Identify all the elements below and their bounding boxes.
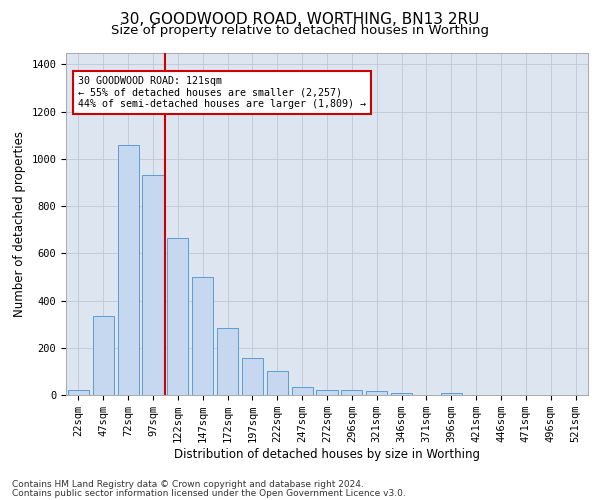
Bar [341, 390, 362, 395]
Text: 30, GOODWOOD ROAD, WORTHING, BN13 2RU: 30, GOODWOOD ROAD, WORTHING, BN13 2RU [121, 12, 479, 28]
Bar [68, 390, 89, 395]
Text: 30 GOODWOOD ROAD: 121sqm
← 55% of detached houses are smaller (2,257)
44% of sem: 30 GOODWOOD ROAD: 121sqm ← 55% of detach… [79, 76, 367, 110]
Bar [93, 316, 114, 395]
Y-axis label: Number of detached properties: Number of detached properties [13, 130, 26, 317]
Text: Contains public sector information licensed under the Open Government Licence v3: Contains public sector information licen… [12, 488, 406, 498]
Bar [292, 386, 313, 395]
Text: Size of property relative to detached houses in Worthing: Size of property relative to detached ho… [111, 24, 489, 37]
Bar [441, 392, 462, 395]
Bar [391, 392, 412, 395]
Bar [217, 328, 238, 395]
Bar [142, 176, 164, 395]
X-axis label: Distribution of detached houses by size in Worthing: Distribution of detached houses by size … [174, 448, 480, 461]
Bar [167, 238, 188, 395]
Bar [316, 390, 338, 395]
Bar [267, 372, 288, 395]
Bar [192, 277, 213, 395]
Bar [366, 392, 387, 395]
Bar [242, 358, 263, 395]
Bar [118, 144, 139, 395]
Text: Contains HM Land Registry data © Crown copyright and database right 2024.: Contains HM Land Registry data © Crown c… [12, 480, 364, 489]
